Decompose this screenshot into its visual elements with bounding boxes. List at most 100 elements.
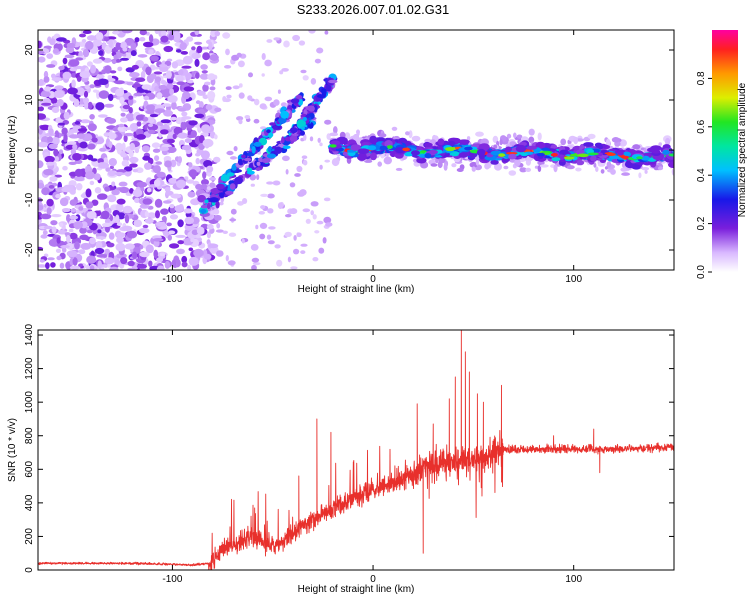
- spectrogram-noise-cell: [238, 92, 245, 99]
- spectrogram-noise-cell: [317, 137, 321, 143]
- spectrogram-noise-cell: [191, 46, 196, 51]
- spectrogram-y-ticks: -20 -10 0 10 20: [24, 44, 674, 257]
- spectrogram-line-cell: [395, 146, 406, 154]
- spectrogram-line-cell: [446, 140, 456, 146]
- spectrogram-noise-cell: [236, 116, 244, 121]
- spectrogram-noise-cell: [176, 81, 186, 86]
- colorbar-tick-label: 0.0: [696, 265, 707, 279]
- spectrogram-noise-cell: [89, 114, 95, 120]
- spectrogram-noise-cell: [149, 113, 159, 118]
- spectrogram-noise-cell: [41, 102, 52, 106]
- spectrogram-noise-cell: [205, 104, 213, 111]
- spectrogram-noise-cell: [593, 162, 597, 168]
- spectrogram-noise-cell: [159, 146, 170, 152]
- spectrogram-noise-cell: [194, 113, 205, 119]
- spectrogram-noise-cell: [43, 45, 52, 49]
- snr-panel: -100 0 100 0 200 400 600 800 1000 1200 1400 Heigh…: [7, 323, 675, 595]
- spectrogram-noise-cell: [95, 240, 103, 250]
- spectrogram-noise-cell: [89, 265, 95, 270]
- spectrogram-noise-cell: [255, 224, 259, 230]
- spectrogram-noise-cell: [53, 48, 59, 54]
- spectrogram-noise-cell: [172, 31, 181, 41]
- spectrogram-noise-cell: [128, 97, 134, 106]
- spectrogram-line-cell: [402, 147, 410, 152]
- spectrogram-noise-cell: [82, 30, 92, 34]
- spectrogram-noise-cell: [98, 90, 110, 99]
- spectrogram-noise-cell: [54, 130, 60, 140]
- spectrogram-noise-cell: [266, 39, 273, 43]
- spectrogram-noise-cell: [69, 199, 77, 206]
- spectrogram-noise-cell: [169, 88, 175, 96]
- spectrogram-noise-cell: [104, 186, 111, 192]
- spectrogram-noise-cell: [135, 114, 144, 121]
- spectrogram-noise-cell: [539, 164, 549, 168]
- spectrogram-noise-cell: [116, 198, 126, 205]
- spectrogram-noise-cell: [207, 90, 216, 100]
- spectrogram-noise-cell: [103, 36, 110, 42]
- spectrogram-noise-cell: [333, 126, 338, 134]
- spectrogram-noise-cell: [283, 40, 290, 48]
- spectrogram-noise-cell: [127, 267, 136, 270]
- y-tick-label: -20: [24, 242, 35, 257]
- spectrogram-line-cell: [437, 138, 445, 146]
- spectrogram-line-cell: [501, 157, 511, 162]
- spectrogram-noise-cell: [120, 112, 126, 117]
- spectrogram-noise-cell: [62, 165, 68, 171]
- spectrogram-noise-cell: [58, 149, 64, 155]
- spectrogram-noise-cell: [222, 32, 231, 39]
- spectrogram-noise-cell: [298, 40, 306, 46]
- spectrogram-line-cell: [515, 144, 527, 153]
- spectrogram-noise-cell: [116, 169, 127, 173]
- spectrogram-line-cell: [490, 159, 499, 165]
- spectrogram-noise-cell: [111, 59, 117, 65]
- spectrogram-noise-cell: [252, 262, 261, 266]
- spectrogram-noise-cell: [105, 167, 111, 172]
- spectrogram-noise-cell: [160, 208, 169, 215]
- spectrogram-noise-cell: [122, 205, 133, 214]
- spectrogram-noise-cell: [40, 91, 51, 98]
- spectrogram-noise-cell: [503, 165, 509, 170]
- spectrogram-noise-cell: [296, 232, 302, 238]
- spectrogram-noise-cell: [208, 243, 219, 249]
- spectrogram-noise-cell: [248, 72, 253, 78]
- y-tick-label: -10: [24, 192, 35, 207]
- spectrogram-noise-cell: [276, 259, 283, 267]
- spectrogram-noise-cell: [302, 75, 309, 81]
- spectrogram-noise-cell: [94, 247, 105, 255]
- spectrogram-noise-cell: [181, 144, 192, 151]
- spectrogram-noise-cell: [314, 230, 320, 234]
- spectrogram-noise-cell: [665, 137, 671, 146]
- spectrogram-noise-cell: [50, 262, 56, 268]
- spectrogram-noise-cell: [140, 71, 146, 79]
- spectrogram-noise-cell: [187, 264, 192, 270]
- spectrogram-noise-cell: [170, 159, 177, 168]
- spectrogram-noise-cell: [47, 136, 53, 143]
- spectrogram-noise-cell: [156, 265, 165, 270]
- spectrogram-noise-cell: [508, 170, 517, 176]
- spectrogram-noise-cell: [135, 77, 146, 82]
- spectrogram-noise-cell: [264, 59, 272, 67]
- spectrogram-noise-cell: [604, 166, 608, 170]
- colorbar: 0.0 0.2 0.4 0.6 0.8 Normalized spectral ampl…: [696, 30, 748, 279]
- spectrogram-noise-cell: [364, 159, 373, 163]
- spectrogram-noise-cell: [492, 135, 499, 143]
- spectrogram-noise-cell: [132, 83, 142, 88]
- spectrogram-noise-cell: [237, 60, 245, 68]
- spectrogram-track-cell: [210, 187, 221, 195]
- spectrogram-x-ticks: -100 0 100: [162, 30, 582, 285]
- spectrogram-noise-cell: [46, 198, 54, 207]
- spectrogram-track-cell: [255, 167, 261, 172]
- spectrogram-line-cell: [577, 153, 589, 158]
- spectrogram-line-cell: [350, 144, 361, 151]
- spectrogram-noise-cell: [300, 69, 307, 74]
- spectrogram-noise-cell: [377, 161, 383, 167]
- spectrogram-noise-cell: [54, 174, 62, 178]
- spectrogram-noise-cell: [216, 250, 224, 257]
- spectrogram-noise-cell: [237, 201, 244, 206]
- spectrogram-noise-cell: [181, 255, 188, 264]
- x-tick-label: -100: [162, 574, 182, 585]
- spectrogram-noise-cell: [323, 216, 332, 224]
- spectrogram-noise-cell: [309, 136, 314, 142]
- spectrogram-noise-cell: [154, 76, 162, 82]
- spectrogram-noise-cell: [195, 72, 200, 79]
